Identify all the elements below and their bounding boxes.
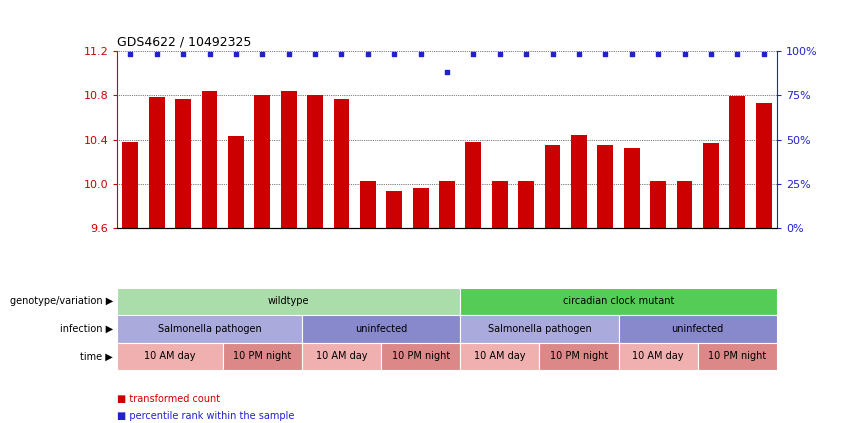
Point <box>387 51 401 58</box>
Point <box>598 51 612 58</box>
Point <box>730 51 744 58</box>
Bar <box>492 181 508 228</box>
Bar <box>460 315 619 343</box>
Point <box>361 51 375 58</box>
Bar <box>302 343 381 370</box>
Bar <box>703 143 719 228</box>
Text: uninfected: uninfected <box>672 324 724 334</box>
Text: 10 AM day: 10 AM day <box>474 352 525 361</box>
Text: wildtype: wildtype <box>268 297 310 306</box>
Bar <box>360 181 376 228</box>
Text: genotype/variation ▶: genotype/variation ▶ <box>10 297 113 306</box>
Bar <box>460 288 777 315</box>
Text: 10 PM night: 10 PM night <box>708 352 766 361</box>
Text: 10 PM night: 10 PM night <box>233 352 292 361</box>
Bar <box>571 135 587 228</box>
Bar <box>117 315 302 343</box>
Text: 10 AM day: 10 AM day <box>633 352 684 361</box>
Point <box>123 51 137 58</box>
Bar <box>439 181 455 228</box>
Bar <box>698 343 777 370</box>
Bar <box>650 181 666 228</box>
Bar <box>122 142 138 228</box>
Bar <box>302 315 460 343</box>
Point <box>704 51 718 58</box>
Bar <box>460 343 539 370</box>
Text: infection ▶: infection ▶ <box>60 324 113 334</box>
Bar <box>539 343 619 370</box>
Bar <box>597 145 614 228</box>
Point <box>255 51 269 58</box>
Bar <box>386 191 402 228</box>
Bar <box>544 145 561 228</box>
Bar <box>619 343 698 370</box>
Point <box>282 51 296 58</box>
Point <box>150 51 164 58</box>
Bar <box>676 181 693 228</box>
Bar <box>254 95 270 228</box>
Point <box>678 51 692 58</box>
Text: 10 PM night: 10 PM night <box>549 352 608 361</box>
Point <box>651 51 665 58</box>
Point <box>625 51 639 58</box>
Text: time ▶: time ▶ <box>80 352 113 361</box>
Text: 10 PM night: 10 PM night <box>391 352 450 361</box>
Point <box>493 51 507 58</box>
Bar <box>117 343 223 370</box>
Bar <box>333 99 350 228</box>
Text: Salmonella pathogen: Salmonella pathogen <box>488 324 591 334</box>
Bar <box>148 97 165 228</box>
Text: 10 AM day: 10 AM day <box>144 352 195 361</box>
Text: uninfected: uninfected <box>355 324 407 334</box>
Point <box>176 51 190 58</box>
Point <box>572 51 586 58</box>
Bar <box>756 103 772 228</box>
Bar <box>619 315 777 343</box>
Point <box>229 51 243 58</box>
Bar <box>624 148 640 228</box>
Text: ■ percentile rank within the sample: ■ percentile rank within the sample <box>117 411 294 421</box>
Point <box>519 51 533 58</box>
Point <box>466 51 480 58</box>
Text: Salmonella pathogen: Salmonella pathogen <box>158 324 261 334</box>
Text: GDS4622 / 10492325: GDS4622 / 10492325 <box>117 35 252 48</box>
Bar <box>201 91 218 228</box>
Point <box>757 51 771 58</box>
Point <box>308 51 322 58</box>
Bar <box>223 343 302 370</box>
Bar <box>280 91 297 228</box>
Text: ■ transformed count: ■ transformed count <box>117 394 220 404</box>
Bar <box>381 343 460 370</box>
Point <box>440 69 454 75</box>
Bar <box>465 142 482 228</box>
Bar <box>117 288 460 315</box>
Bar <box>228 136 244 228</box>
Bar <box>307 95 323 228</box>
Bar <box>175 99 191 228</box>
Bar <box>518 181 534 228</box>
Point <box>202 51 216 58</box>
Point <box>546 51 560 58</box>
Point <box>414 51 428 58</box>
Bar <box>729 96 746 228</box>
Text: circadian clock mutant: circadian clock mutant <box>562 297 674 306</box>
Point <box>334 51 348 58</box>
Bar <box>412 188 429 228</box>
Text: 10 AM day: 10 AM day <box>316 352 367 361</box>
